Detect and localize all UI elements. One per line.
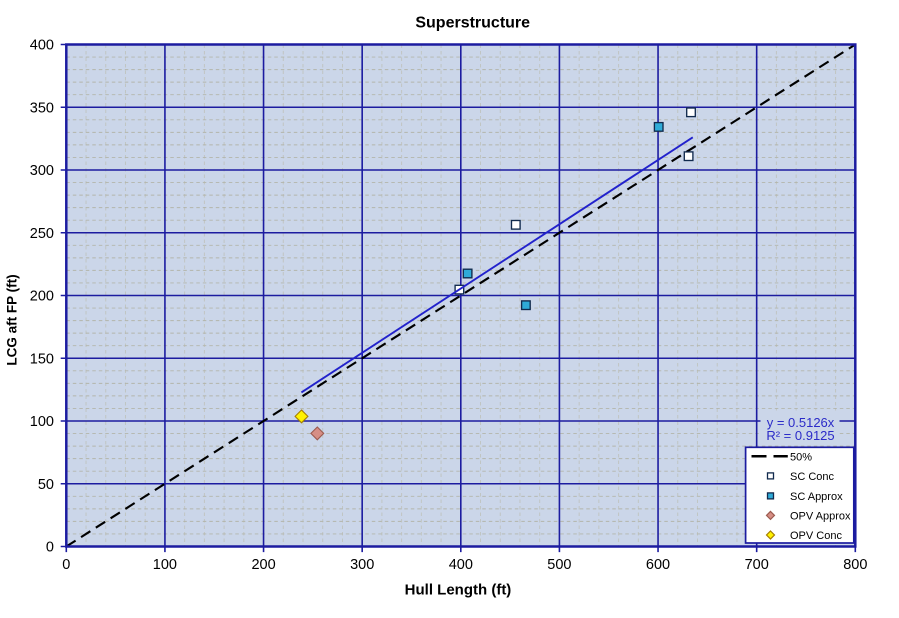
svg-text:350: 350 [30,101,54,117]
svg-text:Superstructure: Superstructure [415,15,530,32]
svg-text:OPV Conc: OPV Conc [790,530,842,542]
svg-text:y = 0.5126x: y = 0.5126x [767,415,835,430]
svg-text:400: 400 [449,557,473,573]
svg-text:300: 300 [350,557,374,573]
svg-text:0: 0 [62,557,70,573]
svg-text:600: 600 [646,557,670,573]
svg-text:100: 100 [153,557,177,573]
svg-text:200: 200 [30,289,54,305]
svg-text:R² = 0.9125: R² = 0.9125 [766,428,834,443]
svg-text:400: 400 [30,38,54,54]
svg-text:0: 0 [46,540,54,556]
svg-text:OPV Approx: OPV Approx [790,510,851,522]
svg-text:50%: 50% [790,451,812,463]
svg-text:800: 800 [843,557,867,573]
svg-text:SC Conc: SC Conc [790,471,835,483]
svg-text:500: 500 [547,557,571,573]
svg-text:100: 100 [30,414,54,430]
svg-text:250: 250 [30,226,54,242]
svg-text:50: 50 [38,477,54,493]
svg-text:700: 700 [745,557,769,573]
svg-text:SC Approx: SC Approx [790,491,843,503]
svg-text:Hull Length (ft): Hull Length (ft) [405,582,512,599]
svg-text:200: 200 [251,557,275,573]
svg-text:150: 150 [30,351,54,367]
svg-text:LCG aft FP (ft): LCG aft FP (ft) [5,274,20,365]
svg-text:300: 300 [30,163,54,179]
